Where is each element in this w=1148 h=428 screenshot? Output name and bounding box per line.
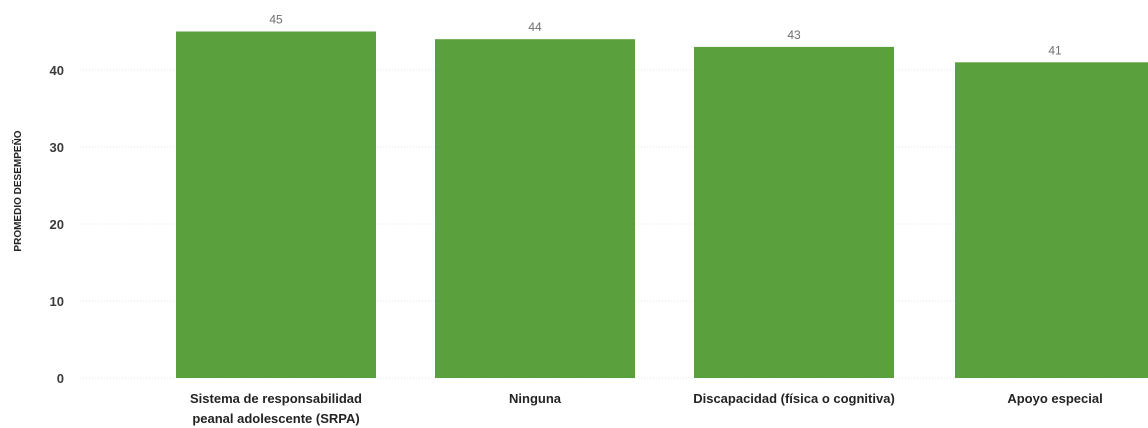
x-axis-ticks: Sistema de responsabilidad peanal adolesc… [190,391,1103,426]
y-tick-label: 0 [57,371,64,386]
x-tick-label: peanal adolescente (SRPA) [192,411,359,426]
y-tick-label: 10 [50,294,64,309]
y-tick-label: 40 [50,63,64,78]
x-tick-label: Discapacidad (física o cognitiva) [693,391,895,406]
bar [694,46,894,379]
data-labels: 45 44 43 41 [269,13,1062,58]
bar [176,31,376,378]
data-label: 41 [1048,43,1062,57]
data-label: 44 [528,20,542,34]
x-tick-label: Apoyo especial [1007,391,1102,406]
bar [955,62,1148,379]
data-label: 45 [269,13,283,27]
x-tick-label: Sistema de responsabilidad [190,391,362,406]
x-tick-label: Ninguna [509,391,562,406]
data-label: 43 [787,28,801,42]
y-tick-label: 20 [50,217,64,232]
y-axis-label: PROMEDIO DESEMPEÑO [11,130,24,251]
y-axis-ticks: 0 10 20 30 40 [50,63,64,386]
bars [176,31,1148,379]
bar [435,39,635,378]
y-tick-label: 30 [50,140,64,155]
